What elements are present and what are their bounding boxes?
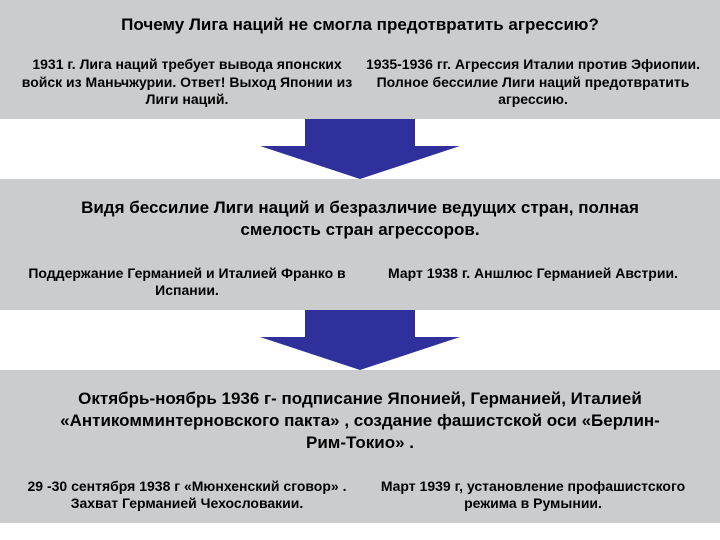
- row2-right: Март 1938 г. Аншлюс Германией Австрии.: [360, 265, 706, 300]
- row2: Поддержание Германией и Италией Франко в…: [0, 259, 720, 310]
- arrow-1-zone: [0, 119, 720, 179]
- row3-right: Март 1939 г, установление профашистского…: [360, 478, 706, 513]
- down-arrow-icon: [260, 119, 460, 179]
- row3-left: 29 -30 сентября 1938 г «Мюнхенский сгово…: [14, 478, 360, 513]
- mid2-text: Октябрь-ноябрь 1936 г- подписание Японие…: [14, 378, 706, 464]
- row1-right: 1935-1936 гг. Агрессия Италии против Эфи…: [360, 56, 706, 109]
- title-band: Почему Лига наций не смогла предотвратит…: [0, 0, 720, 50]
- mid2-band: Октябрь-ноябрь 1936 г- подписание Японие…: [0, 370, 720, 472]
- arrow-2-zone: [0, 310, 720, 370]
- mid1-band: Видя бессилие Лиги наций и безразличие в…: [0, 179, 720, 259]
- mid1-text: Видя бессилие Лиги наций и безразличие в…: [14, 187, 706, 251]
- title-text: Почему Лига наций не смогла предотвратит…: [121, 15, 599, 35]
- row1: 1931 г. Лига наций требует вывода японск…: [0, 50, 720, 119]
- row2-left: Поддержание Германией и Италией Франко в…: [14, 265, 360, 300]
- down-arrow-icon: [260, 310, 460, 370]
- row1-left: 1931 г. Лига наций требует вывода японск…: [14, 56, 360, 109]
- row3: 29 -30 сентября 1938 г «Мюнхенский сгово…: [0, 472, 720, 523]
